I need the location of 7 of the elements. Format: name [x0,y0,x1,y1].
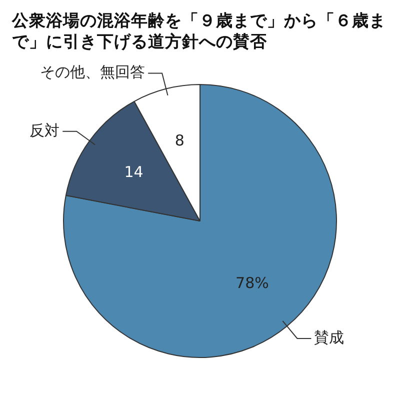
data-label: 14 [124,162,144,181]
data-label: 8 [174,132,184,150]
slice-label: 反対 [30,121,60,140]
slice-label: その他、無回答 [40,63,146,82]
slice-label: 賛成 [314,328,344,346]
data-label: 78% [236,274,269,292]
chart-title: 公衆浴場の混浴年齢を「９歳まで」から「６歳まで」に引き下げる道方針への賛否 [10,10,387,53]
